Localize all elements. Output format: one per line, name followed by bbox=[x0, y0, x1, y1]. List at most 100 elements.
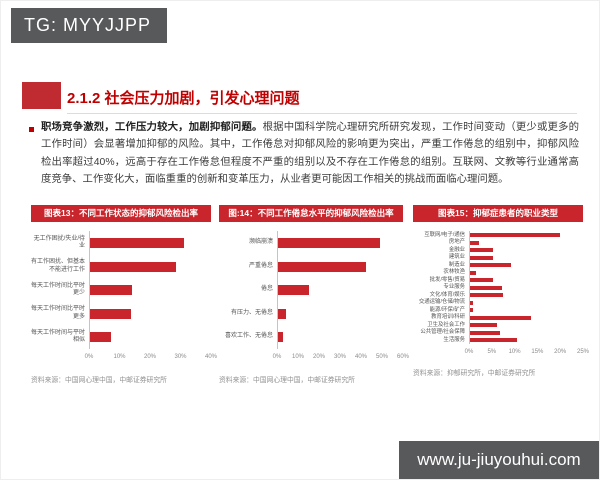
chart-title: 图表13：不同工作状态的抑郁风险检出率 bbox=[31, 205, 211, 223]
bar-category-label: 濒临崩溃 bbox=[248, 239, 273, 246]
bar-category-label: 每天工作时间比平时更多 bbox=[31, 306, 86, 320]
bar bbox=[470, 278, 493, 283]
bar-track bbox=[469, 261, 583, 269]
chart-title: 图表15：抑郁症患者的职业类型 bbox=[413, 205, 583, 223]
bar bbox=[470, 248, 493, 253]
chart-row: 每天工作时间比平时更少 bbox=[31, 278, 211, 302]
bar bbox=[470, 293, 504, 298]
axis-tick-label: 25% bbox=[576, 348, 590, 355]
bar-category-label: 制造业 bbox=[448, 261, 465, 268]
axis-tick-label: 20% bbox=[554, 348, 567, 355]
bar-category-label: 教育培训/科研 bbox=[431, 314, 465, 321]
bar-track bbox=[469, 283, 583, 292]
chart-row: 专业服务 bbox=[413, 283, 583, 292]
bar-track bbox=[469, 306, 583, 314]
chart-row: 喜欢工作、无倦怠 bbox=[219, 325, 403, 349]
chart-row: 有工作困扰、但基本不能进行工作 bbox=[31, 254, 211, 279]
bar-track bbox=[277, 325, 403, 349]
chart-row: 金融业 bbox=[413, 246, 583, 254]
bar-track bbox=[469, 291, 583, 299]
bar bbox=[278, 238, 381, 249]
chart-row: 制造业 bbox=[413, 261, 583, 269]
bar-track bbox=[277, 278, 403, 302]
axis-tick-label: 10% bbox=[291, 353, 305, 360]
axis-tick-label: 20% bbox=[143, 353, 157, 360]
bar-category-label: 批发/零售/贸易 bbox=[429, 276, 465, 283]
website-watermark-badge: www.ju-jiuyouhui.com bbox=[399, 441, 599, 479]
chart-x-axis: 0% 10% 20% 30% 40% bbox=[85, 352, 217, 363]
bar-track bbox=[469, 253, 583, 262]
bar-track bbox=[89, 231, 211, 255]
bar bbox=[470, 338, 517, 343]
bar bbox=[470, 285, 502, 290]
bar-track bbox=[277, 301, 403, 326]
bar-category-label: 有工作困扰、但基本不能进行工作 bbox=[31, 259, 86, 273]
chart-row: 互联网/电子/通信 bbox=[413, 231, 583, 239]
axis-tick-label: 60% bbox=[396, 353, 410, 360]
chart-row: 农林牧渔 bbox=[413, 268, 583, 277]
bar-category-label: 交通运输/仓储/物流 bbox=[418, 299, 465, 306]
axis-tick-label: 40% bbox=[354, 353, 368, 360]
bar-category-label: 卫生及社会工作 bbox=[427, 321, 465, 328]
chart-source-note: 资料来源：抑郁研究所，中邮证券研究所 bbox=[413, 369, 536, 377]
bar-track bbox=[469, 268, 583, 277]
bar-track bbox=[89, 301, 211, 326]
axis-tick-label: 40% bbox=[204, 353, 218, 360]
chart-panel-burnout-level: 图:14：不同工作倦怠水平的抑郁风险检出率 濒临崩溃 严重倦怠 倦怠 有压力、无倦怠喜… bbox=[219, 205, 409, 384]
axis-tick-label: 30% bbox=[333, 353, 347, 360]
axis-tick-label: 10% bbox=[508, 348, 521, 355]
bar-track bbox=[469, 238, 583, 247]
chart-row: 濒临崩溃 bbox=[219, 231, 403, 255]
bar bbox=[470, 255, 493, 260]
paragraph-text: 根据中国科学院心理研究所研究发现，工作时间变动（更少或更多的工作时间）会显著增加… bbox=[41, 122, 579, 186]
bar-track bbox=[89, 278, 211, 302]
bar-category-label: 喜欢工作、无倦怠 bbox=[224, 333, 273, 340]
bar-category-label: 生活服务 bbox=[443, 336, 465, 343]
bar-category-label: 倦怠 bbox=[260, 286, 273, 293]
axis-tick-label: 10% bbox=[113, 353, 126, 360]
chart-row: 严重倦怠 bbox=[219, 254, 403, 279]
chart-row: 生活服务 bbox=[413, 336, 583, 344]
axis-tick-label: 5% bbox=[487, 348, 497, 355]
bar-category-label: 每天工作时间与平时相似 bbox=[31, 329, 86, 344]
chart-plot-area: 互联网/电子/通信 房地产 金融业 建筑业 制造业 农林牧渔 批发/零售/贸易 专业服务 文化/… bbox=[413, 231, 583, 344]
bar-category-label: 互联网/电子/通信 bbox=[424, 231, 465, 238]
bar bbox=[470, 240, 479, 245]
chart-panel-work-status: 图表13：不同工作状态的抑郁风险检出率 无工作困扰/失业/待业有工作困扰、但基本… bbox=[31, 205, 217, 384]
bar-category-label: 有压力、无倦怠 bbox=[230, 309, 273, 316]
bar-track bbox=[89, 254, 211, 279]
body-paragraph: 职场竞争激烈，工作压力较大，加剧抑郁问题。根据中国科学院心理研究所研究发现，工作… bbox=[41, 119, 579, 189]
bar bbox=[278, 285, 310, 296]
bar-category-label: 文化/体育/娱乐 bbox=[429, 291, 465, 298]
bar-track bbox=[469, 298, 583, 307]
bar-category-label: 金融业 bbox=[448, 246, 465, 253]
bar-track bbox=[469, 276, 583, 284]
chart-row: 教育培训/科研 bbox=[413, 313, 583, 322]
chart-row: 无工作困扰/失业/待业 bbox=[31, 231, 211, 255]
bar bbox=[278, 332, 284, 343]
section-title: 2.1.2 社会压力加剧，引发心理问题 bbox=[67, 90, 300, 107]
bar bbox=[278, 308, 287, 319]
bar bbox=[90, 261, 177, 272]
chart-row: 能源/环保/矿产 bbox=[413, 306, 583, 314]
title-divider bbox=[67, 113, 577, 114]
chart-row: 有压力、无倦怠 bbox=[219, 301, 403, 326]
chart-row: 房地产 bbox=[413, 238, 583, 247]
bar-track bbox=[469, 313, 583, 322]
paragraph-lead: 职场竞争激烈，工作压力较大，加剧抑郁问题。 bbox=[41, 122, 263, 133]
axis-tick-label: 15% bbox=[531, 348, 544, 355]
chart-plot-area: 濒临崩溃严重倦怠倦怠有压力、无倦怠 喜欢工作、无倦怠 bbox=[219, 231, 403, 349]
bar-track bbox=[469, 231, 583, 239]
bar-track bbox=[469, 336, 583, 344]
chart-panel-occupation-type: 图表15：抑郁症患者的职业类型 互联网/电子/通信 房地产 金融业 建筑业 制造业 农林牧… bbox=[413, 205, 589, 377]
bar bbox=[470, 315, 532, 320]
bar-track bbox=[277, 231, 403, 255]
bar bbox=[90, 285, 133, 296]
chart-row: 批发/零售/贸易 bbox=[413, 276, 583, 284]
bar-track bbox=[89, 325, 211, 349]
chart-row: 倦怠 bbox=[219, 278, 403, 302]
bar-category-label: 专业服务 bbox=[443, 284, 465, 291]
bar bbox=[470, 323, 498, 328]
chart-x-axis: 0% 5% 10% 15% 20% 25% bbox=[465, 347, 589, 358]
